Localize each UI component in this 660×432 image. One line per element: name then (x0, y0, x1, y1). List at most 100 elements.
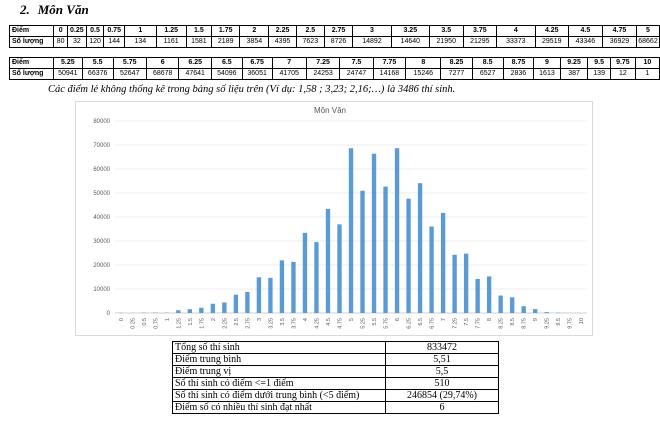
count-cell: 15246 (405, 68, 442, 80)
section-title: Môn Văn (37, 2, 89, 17)
summary-label: Điểm trung vị (172, 365, 386, 378)
bar (222, 302, 227, 313)
summary-value: 833472 (385, 341, 499, 354)
score-cell: 2.25 (268, 25, 297, 37)
score-distribution-chart: Môn Văn 0 10000 20000 30000 40000 50000 60000 7… (75, 101, 593, 336)
bar (245, 292, 250, 313)
row-label-count: Số lượng (8, 36, 55, 48)
count-cell: 32 (66, 36, 87, 48)
summary-label: Số thí sinh có điểm dưới trung bình (<5 … (172, 389, 386, 402)
x-tick-label: 1.25 (176, 318, 182, 329)
count-cell: 7623 (295, 36, 325, 48)
x-tick-label: 0.5 (142, 318, 148, 326)
count-cell: 144 (103, 36, 125, 48)
bar (533, 309, 538, 313)
x-tick-label: 6 (395, 318, 401, 321)
score-cell: 3.5 (428, 25, 464, 37)
row-label-score: Điểm (9, 57, 54, 69)
summary-label: Số thí sinh có điểm <=1 điểm (172, 377, 386, 390)
count-cell: 43346 (567, 36, 603, 48)
summary-value: 5,51 (385, 353, 499, 366)
score-cell: 6 (145, 57, 180, 69)
x-tick-label: 9.25 (545, 318, 551, 329)
x-tick-label: 8.5 (510, 318, 516, 326)
bar (256, 277, 262, 313)
summary-row: Số thí sinh có điểm dưới trung bình (<5 … (172, 389, 499, 402)
count-cell: 1161 (155, 36, 187, 48)
x-tick-label: 6.5 (418, 318, 424, 326)
score-cell: 4.75 (601, 25, 637, 37)
count-cell: 12 (610, 68, 636, 80)
x-tick-label: 1.5 (188, 318, 194, 326)
count-cell: 14640 (390, 36, 430, 48)
count-cell: 7277 (440, 68, 473, 80)
y-tick-label: 50000 (93, 191, 110, 197)
score-cell: 4 (495, 25, 536, 37)
score-cell: 3.75 (462, 25, 497, 37)
score-cell: 7 (271, 57, 307, 69)
x-tick-label: 2.25 (222, 318, 228, 329)
bar (279, 260, 285, 313)
score-cell: 8.75 (502, 57, 535, 69)
bar (544, 312, 549, 313)
y-tick-label: 80000 (93, 119, 110, 125)
x-tick-label: 4.5 (326, 318, 332, 326)
summary-value: 246854 (29,74%) (385, 389, 499, 402)
summary-table: Tổng số thí sinh 833472 Điểm trung bình 5,5… (172, 341, 499, 414)
summary-value: 5,5 (385, 365, 499, 378)
count-cell: 1613 (533, 68, 561, 80)
count-cell: 14892 (352, 36, 392, 48)
count-cell: 139 (587, 68, 611, 80)
x-tick-label: 2 (211, 318, 217, 321)
score-cell: 6.25 (178, 57, 212, 69)
bar (521, 306, 526, 313)
score-cell: 3.25 (390, 25, 430, 37)
x-tick-label: 8.25 (499, 318, 505, 329)
summary-row: Điểm số có nhiều thí sinh đạt nhất 6 (172, 401, 499, 414)
count-cell: 4395 (268, 36, 297, 48)
score-cell: 0.25 (66, 25, 87, 37)
summary-label: Điểm trung bình (172, 353, 386, 366)
x-tick-label: 9.75 (568, 318, 574, 329)
score-cell: 9 (533, 57, 561, 69)
y-tick-label: 0 (107, 311, 111, 317)
score-cell: 2 (239, 25, 270, 37)
x-tick-label: 5 (349, 318, 355, 321)
bar (210, 303, 216, 313)
x-tick-label: 3.5 (280, 318, 286, 326)
count-cell: 54096 (210, 68, 243, 80)
bar (486, 276, 492, 313)
bar (348, 148, 354, 313)
count-cell: 36929 (601, 36, 637, 48)
summary-row: Số thí sinh có điểm <=1 điểm 510 (172, 377, 499, 390)
score-cell: 5 (635, 25, 660, 37)
score-table-1: Điểm 0 0.25 0.5 0.75 1 1.25 1.5 1.75 2 2.25 2.5 2.7… (8, 25, 660, 48)
bar (417, 183, 423, 313)
score-cell: 5.5 (81, 57, 114, 69)
chart-title: Môn Văn (314, 106, 346, 115)
count-cell: 3854 (239, 36, 270, 48)
bar (429, 226, 434, 313)
score-cell: 8 (405, 57, 442, 69)
x-tick-label: 7.25 (453, 318, 459, 329)
count-cell: 52647 (112, 68, 147, 80)
score-cell: 2.75 (323, 25, 354, 37)
chart-frame (75, 101, 593, 336)
score-cell: 5.75 (112, 57, 147, 69)
count-cell: 1 (634, 68, 660, 80)
count-row: Số lượng 80 32 120 144 134 1161 1581 2189 3854 43… (8, 36, 660, 48)
count-cell: 36051 (241, 68, 273, 80)
score-cell: 1 (123, 25, 157, 37)
score-cell: 1.25 (155, 25, 187, 37)
score-cell: 9.75 (610, 57, 636, 69)
count-cell: 6527 (471, 68, 504, 80)
x-tick-label: 3.25 (268, 318, 274, 329)
x-tick-label: 0 (119, 318, 125, 321)
count-cell: 24253 (305, 68, 341, 80)
summary-value: 6 (385, 401, 499, 414)
count-cell: 8726 (323, 36, 354, 48)
y-tick-label: 30000 (93, 239, 110, 245)
score-row: Điểm 5.25 5.5 5.75 6 6.25 6.5 6.75 7 7.25 7.5 7.75… (9, 57, 660, 69)
summary-row: Điểm trung vị 5,5 (172, 365, 499, 378)
x-tick-label: 2.75 (245, 318, 251, 329)
